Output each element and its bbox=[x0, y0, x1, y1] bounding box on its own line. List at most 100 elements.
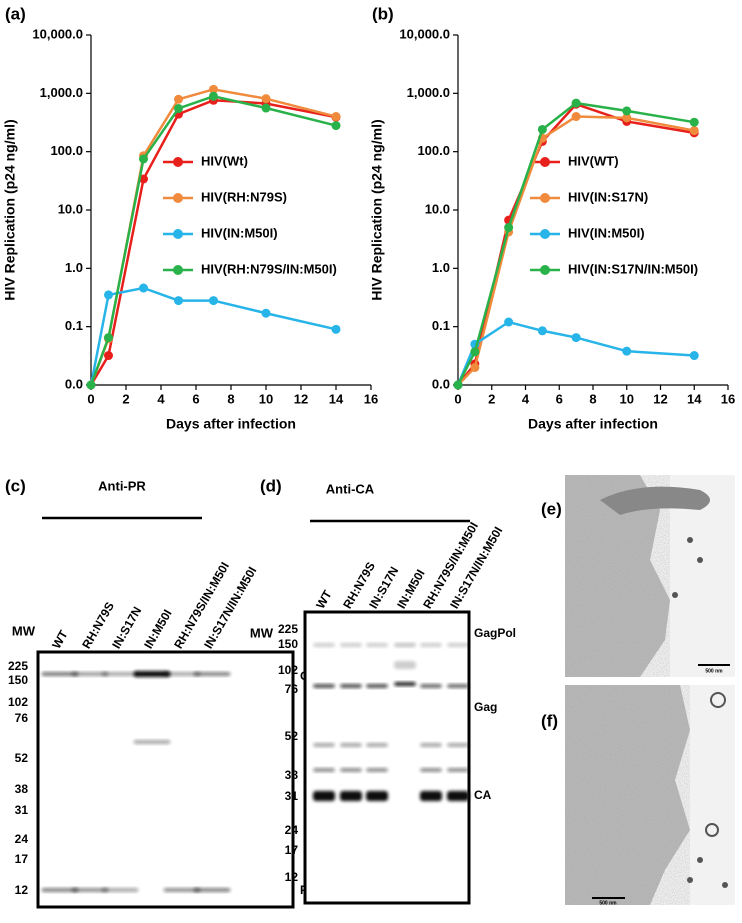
y-tick-label: 0.0 bbox=[432, 376, 450, 391]
mw-marker: 38 bbox=[15, 782, 29, 796]
series-line bbox=[456, 320, 695, 386]
y-tick-label: 1.0 bbox=[432, 260, 450, 275]
x-tick-label: 0 bbox=[454, 391, 461, 406]
blot-band bbox=[366, 643, 388, 647]
scale-bar-label: 500 nm bbox=[599, 900, 617, 906]
x-tick-label: 16 bbox=[721, 391, 735, 406]
blot-band bbox=[366, 768, 388, 772]
y-axis-label: HIV Replication (p24 ng/ml) bbox=[369, 119, 385, 300]
x-tick-label: 10 bbox=[620, 391, 634, 406]
blot-band bbox=[41, 672, 79, 676]
mw-marker: 150 bbox=[278, 637, 298, 651]
mw-marker: 150 bbox=[8, 673, 28, 687]
mw-marker: 31 bbox=[285, 789, 299, 803]
data-point bbox=[537, 124, 547, 134]
mw-marker: 12 bbox=[15, 883, 29, 897]
panel-label: (e) bbox=[541, 499, 562, 518]
x-tick-label: 6 bbox=[556, 391, 563, 406]
data-point bbox=[453, 380, 463, 390]
blot-band bbox=[447, 743, 469, 747]
data-point bbox=[209, 296, 218, 306]
mw-marker: 38 bbox=[285, 768, 299, 782]
mw-marker: 24 bbox=[15, 832, 29, 846]
blot-band bbox=[340, 643, 362, 647]
data-point bbox=[689, 351, 699, 361]
legend-label: HIV(RH:N79S) bbox=[201, 189, 287, 204]
blot-band bbox=[133, 671, 171, 677]
mw-marker: 24 bbox=[285, 823, 299, 837]
legend-marker bbox=[540, 193, 550, 203]
data-point bbox=[470, 362, 480, 372]
mw-marker: 102 bbox=[8, 695, 28, 709]
y-tick-label: 10,000.0 bbox=[399, 26, 450, 41]
legend-label: HIV(IN:M50I) bbox=[568, 225, 645, 240]
data-point bbox=[104, 333, 113, 343]
panel-label: (b) bbox=[372, 4, 394, 23]
legend-marker bbox=[540, 157, 550, 167]
y-tick-label: 1.0 bbox=[65, 260, 83, 275]
blot-band bbox=[420, 768, 442, 772]
x-tick-label: 2 bbox=[122, 391, 129, 406]
mw-marker: 76 bbox=[285, 682, 299, 696]
blot-band bbox=[394, 682, 416, 686]
legend-marker bbox=[173, 157, 183, 167]
y-tick-label: 10.0 bbox=[58, 201, 83, 216]
data-point bbox=[504, 223, 514, 233]
y-tick-label: 0.0 bbox=[65, 376, 83, 391]
x-tick-label: 4 bbox=[157, 391, 165, 406]
x-tick-label: 4 bbox=[522, 391, 530, 406]
data-point bbox=[139, 154, 148, 164]
y-tick-label: 0.1 bbox=[432, 318, 450, 333]
y-tick-label: 100.0 bbox=[50, 143, 83, 158]
legend-marker bbox=[173, 229, 183, 239]
data-point bbox=[571, 98, 581, 108]
blot-band bbox=[447, 768, 469, 772]
data-point bbox=[622, 346, 632, 356]
legend-label: HIV(WT) bbox=[568, 153, 619, 168]
blot-band bbox=[340, 743, 362, 747]
data-point bbox=[261, 103, 271, 113]
legend-label: HIV(IN:M50I) bbox=[201, 225, 278, 240]
data-point bbox=[104, 290, 113, 300]
blot-band bbox=[420, 684, 442, 688]
blot-band bbox=[313, 643, 335, 647]
data-point bbox=[504, 317, 514, 327]
mw-marker: 17 bbox=[15, 852, 29, 866]
blot-band bbox=[420, 743, 442, 747]
series-line bbox=[457, 102, 695, 386]
antibody-label: Anti-CA bbox=[326, 481, 375, 496]
scale-bar-label: 500 nm bbox=[705, 668, 723, 674]
blot-band bbox=[101, 888, 139, 892]
blot-band bbox=[313, 791, 335, 801]
data-point bbox=[622, 113, 632, 123]
blot-band bbox=[366, 684, 388, 688]
panel-label: (f) bbox=[541, 711, 558, 730]
lane-label: IN:S17N bbox=[109, 604, 144, 651]
micrograph-e bbox=[565, 475, 735, 677]
y-tick-label: 1,000.0 bbox=[407, 85, 450, 100]
blot-band bbox=[313, 684, 335, 688]
data-point bbox=[174, 296, 183, 306]
x-tick-label: 16 bbox=[364, 391, 378, 406]
x-tick-label: 12 bbox=[294, 391, 308, 406]
y-tick-label: 10.0 bbox=[425, 201, 450, 216]
blot-band bbox=[394, 661, 416, 669]
blot-band bbox=[193, 672, 231, 676]
blot-band bbox=[340, 684, 362, 688]
lane-label: WT bbox=[313, 587, 335, 611]
x-tick-label: 14 bbox=[329, 391, 344, 406]
data-point bbox=[261, 308, 271, 318]
data-point bbox=[174, 103, 183, 113]
band-label: Gag bbox=[474, 700, 497, 714]
data-point bbox=[571, 112, 581, 122]
legend-marker bbox=[173, 193, 183, 203]
series-line bbox=[89, 94, 337, 386]
y-tick-label: 0.1 bbox=[65, 318, 83, 333]
data-point bbox=[470, 347, 480, 357]
mw-marker: 31 bbox=[15, 803, 29, 817]
x-tick-label: 12 bbox=[653, 391, 667, 406]
data-point bbox=[689, 117, 699, 127]
micrograph-f bbox=[565, 685, 735, 905]
data-point bbox=[689, 126, 699, 136]
